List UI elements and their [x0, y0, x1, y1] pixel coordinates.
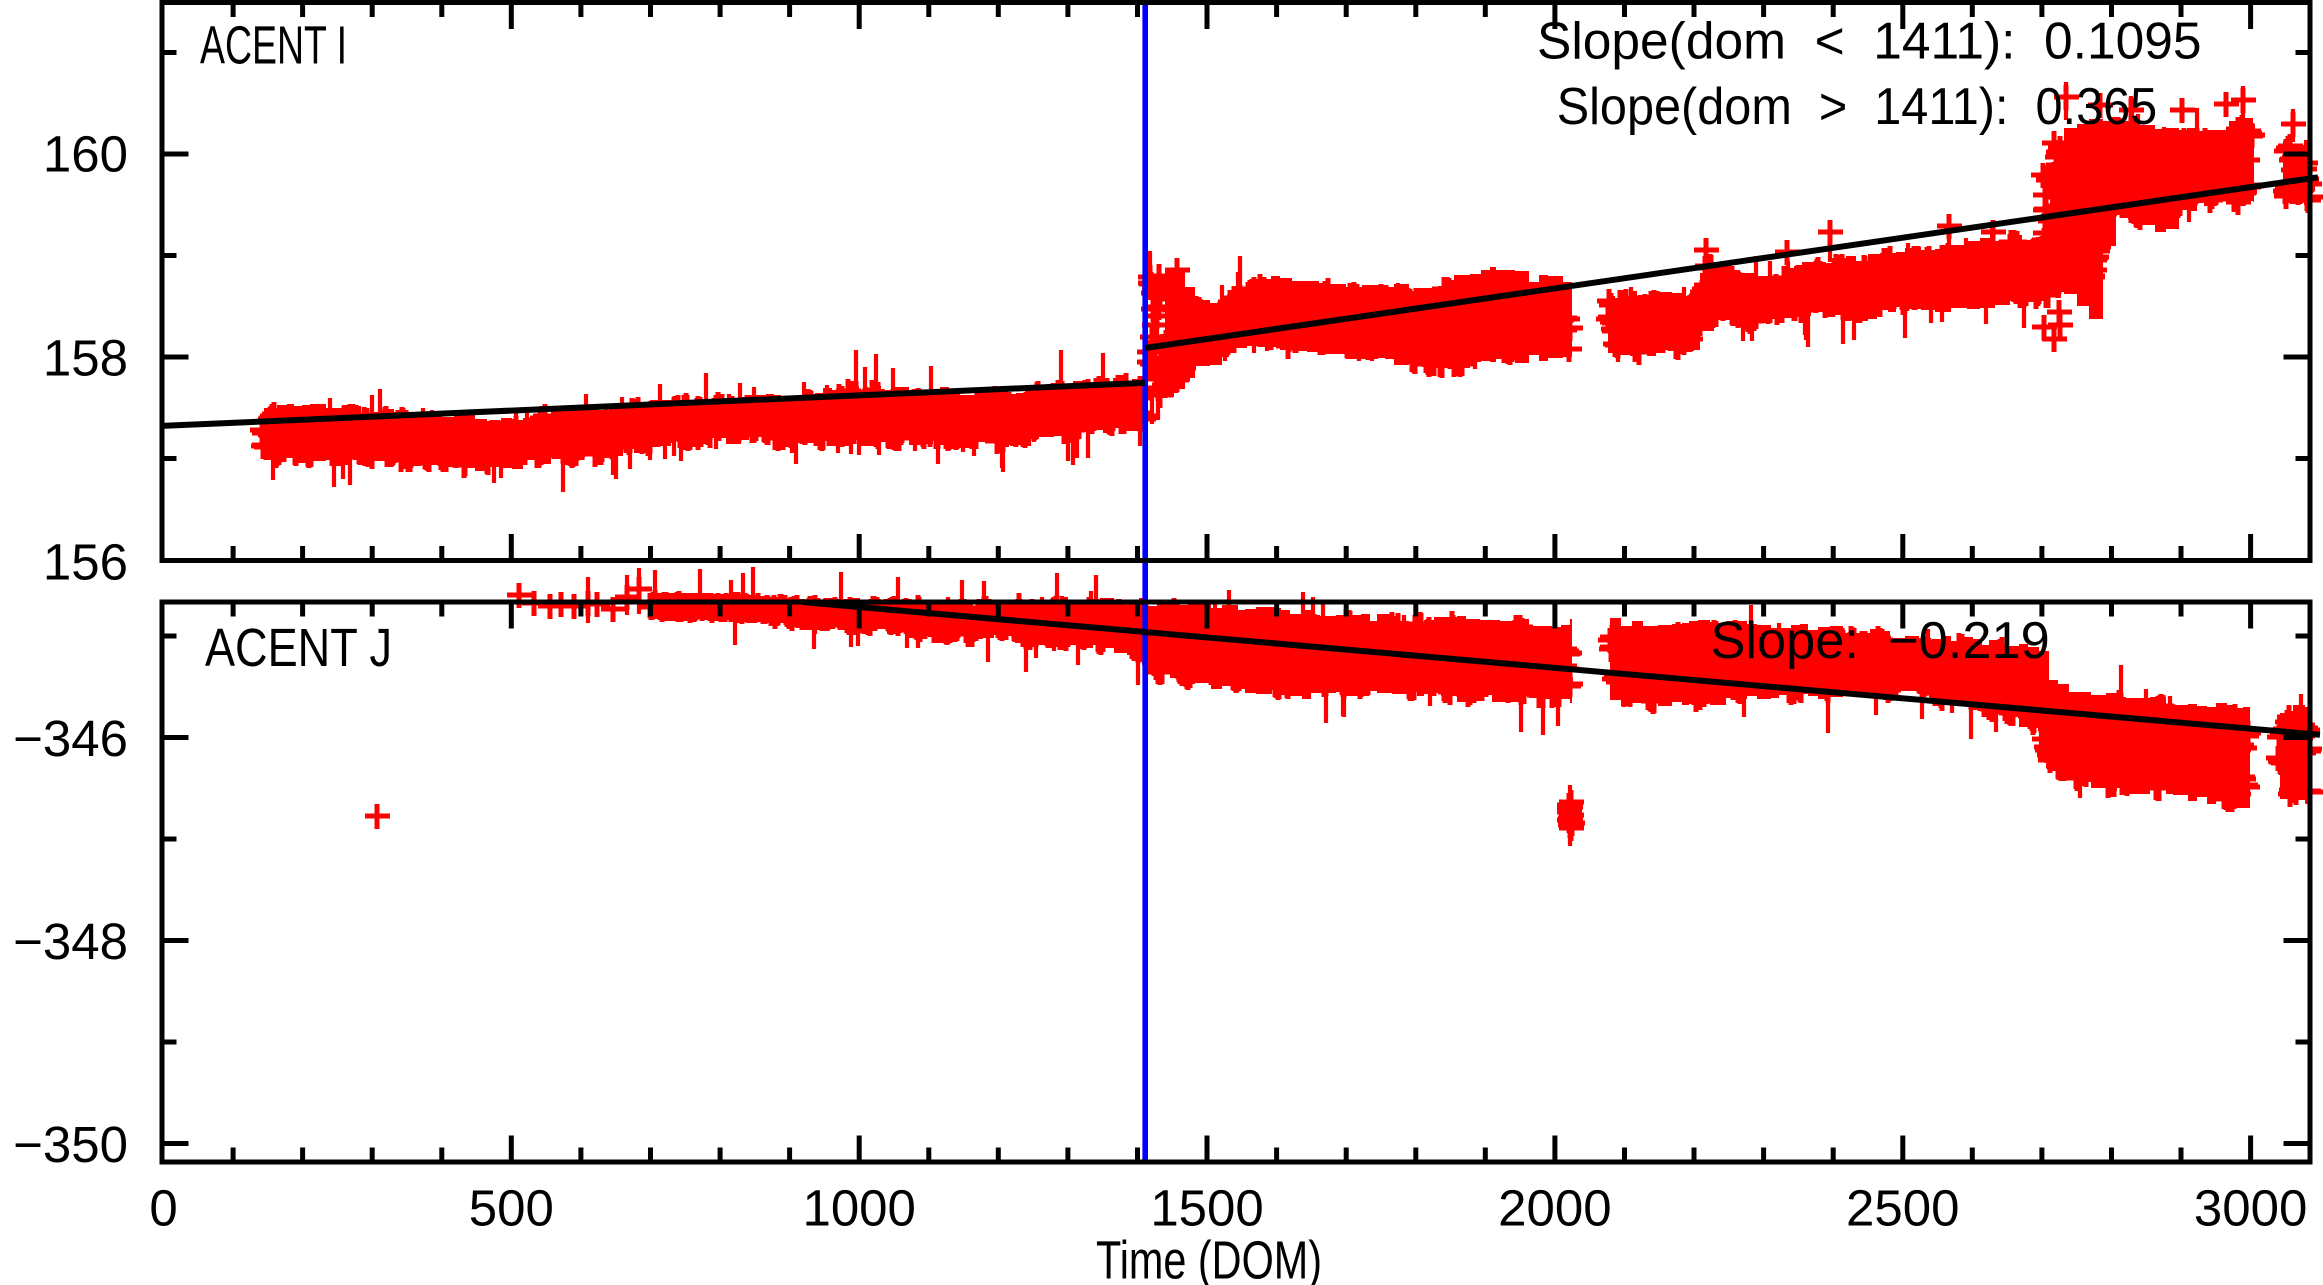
svg-text:−348: −348	[13, 913, 128, 970]
svg-text:3000: 3000	[2194, 1180, 2307, 1237]
svg-text:2000: 2000	[1498, 1180, 1611, 1237]
svg-text:0: 0	[149, 1180, 177, 1237]
svg-text:−350: −350	[13, 1116, 128, 1173]
svg-text:1000: 1000	[802, 1180, 915, 1237]
svg-text:Slope(dom < 1411): 0.1095: Slope(dom < 1411): 0.1095	[1537, 13, 2202, 71]
svg-text:160: 160	[43, 126, 128, 183]
svg-text:−346: −346	[13, 710, 128, 767]
svg-text:ACENT I: ACENT I	[200, 15, 347, 75]
svg-text:Slope: −0.219: Slope: −0.219	[1711, 612, 2050, 670]
svg-text:1500: 1500	[1150, 1180, 1263, 1237]
svg-text:156: 156	[43, 534, 128, 591]
svg-text:2500: 2500	[1846, 1180, 1959, 1237]
svg-text:500: 500	[469, 1180, 554, 1237]
svg-text:ACENT J: ACENT J	[205, 618, 392, 678]
svg-text:Time (DOM): Time (DOM)	[1096, 1231, 1322, 1285]
svg-text:Slope(dom > 1411): 0.365: Slope(dom > 1411): 0.365	[1557, 78, 2158, 136]
svg-text:158: 158	[43, 330, 128, 387]
